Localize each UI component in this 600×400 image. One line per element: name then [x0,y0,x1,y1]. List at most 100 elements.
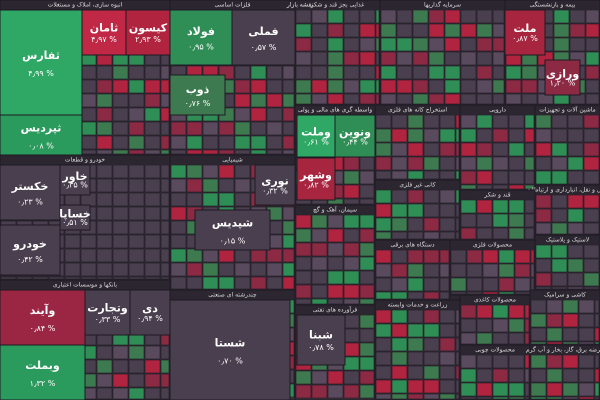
filler-tile [508,170,525,185]
filler-tile [359,9,376,24]
filler-tile [160,234,170,249]
filler-tile [508,368,525,383]
filler-tile [585,9,600,24]
stock-tile [59,164,91,196]
filler-tile [343,184,360,199]
sector-title: زراعت و خدمات وابسته [388,302,448,309]
filler-tile [144,107,161,122]
filler-tile [295,93,312,105]
filler-tile [508,128,525,143]
filler-tile [553,23,570,38]
filler-tile [266,65,283,80]
filler-tile [311,242,328,257]
filler-tile [327,370,344,385]
filler-tile [524,184,535,190]
filler-tile [476,227,493,240]
filler-tile [585,37,600,52]
filler-tile [112,206,129,221]
filler-tile [583,170,600,185]
sector-title: فلزات اساسی [215,2,251,9]
stock-change: ۰٫۸۷ % [512,34,538,43]
filler-tile [343,314,360,329]
filler-tile [594,396,600,400]
filler-tile [407,323,424,338]
filler-tile [546,382,563,397]
filler-tile [423,277,440,292]
filler-tile [128,192,145,207]
stock-name: شپدیس [212,217,253,230]
filler-tile [32,276,49,280]
sector: ماشین آلات و تجهیزات [534,104,600,186]
filler-tile [359,342,375,357]
filler-tile [439,231,456,240]
filler-tile [112,149,129,155]
stock-name: ورازی [546,67,580,80]
stock-change: ۰٫۳۳ % [95,315,121,324]
filler-tile [444,51,461,66]
filler-tile [343,370,360,385]
filler-tile [439,156,456,171]
filler-tile [524,156,535,171]
filler-tile [508,114,525,129]
filler-tile [455,114,460,129]
filler-tile [295,9,312,24]
sector-title: شیمیایی [222,157,243,164]
stock-name: دی [142,302,158,315]
filler-tile [546,354,563,369]
filler-tile [144,373,161,388]
filler-tile [460,37,477,52]
sector-title: چندرشته ای صنعتی [208,292,257,299]
filler-tile [535,156,552,171]
filler-tile [343,284,360,299]
filler-tile [460,199,477,214]
filler-tile [553,9,570,24]
filler-tile [250,262,267,277]
filler-tile [407,337,424,352]
filler-tile [282,107,295,122]
filler-tile [202,192,219,207]
filler-tile [492,65,505,80]
filler-tile [311,270,328,285]
filler-tile [170,149,187,155]
filler-tile [144,387,161,400]
stock-name: خساپا [59,208,91,221]
filler-tile [492,156,509,171]
filler-tile [423,351,440,366]
filler-tile [476,65,493,80]
filler-tile [391,393,408,400]
filler-tile [505,79,522,94]
stock-change: ۲٫۹۳ % [135,35,161,44]
sector-header [460,105,535,115]
filler-tile [266,121,283,136]
filler-tile [112,345,129,360]
stock-change: ۰٫۸۴ % [30,324,56,333]
filler-tile [80,121,97,136]
sector-header [295,305,375,315]
stock-name: وملت [301,126,331,139]
filler-tile [551,222,568,235]
filler-tile [112,135,129,150]
filler-tile [327,284,344,299]
filler-tile [375,170,392,180]
filler-tile [530,354,547,369]
filler-tile [530,327,547,342]
filler-tile [295,228,312,243]
filler-tile [250,107,267,122]
stock-tile [0,164,61,221]
stock-change: ۰٫۲۳ % [17,197,43,206]
sector: سرمایه گذاریها [379,0,506,106]
stock-tile [296,314,346,366]
filler-tile [202,164,219,179]
sector-title: عرضه برق، گاز، بخار و آب گرم [526,345,600,354]
filler-tile [250,93,267,108]
filler-tile [492,382,509,397]
filler-tile [412,9,429,24]
filler-tile [444,23,461,38]
filler-tile [524,199,535,214]
filler-tile [96,121,113,136]
filler-tile [375,23,380,38]
filler-tile [551,128,568,143]
stock-name: ملت [514,22,537,35]
